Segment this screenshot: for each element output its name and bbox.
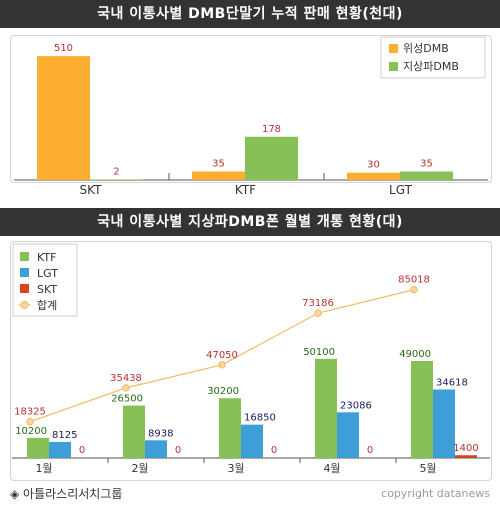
point-total <box>218 361 226 369</box>
data-label-total: 35438 <box>110 373 142 384</box>
data-label-total: 47050 <box>206 350 238 361</box>
legend-box <box>380 36 486 79</box>
bar-lgt-terrestrial <box>400 171 453 180</box>
bar-ktf-terrestrial <box>245 136 298 180</box>
copyright-note: copyright datanews <box>381 487 490 500</box>
bar-lgt-5 <box>433 389 455 458</box>
x-tick-label: 3월 <box>227 462 245 475</box>
x-tick-label: 1월 <box>35 462 53 475</box>
x-tick-label: 2월 <box>131 462 149 475</box>
bar-ktf-5 <box>411 361 433 458</box>
chart1-panel: 510 2 35 178 30 35 위성DMB 지상파DMB <box>10 35 492 183</box>
bar-skt-terrestrial <box>90 179 143 181</box>
legend-label: SKT <box>37 283 57 296</box>
data-label: 8938 <box>148 428 173 439</box>
data-label: 2 <box>113 167 119 178</box>
data-label: 178 <box>262 124 281 135</box>
bar-skt-satellite <box>37 56 90 181</box>
legend-label: 지상파DMB <box>403 60 459 73</box>
bar-ktf-1 <box>27 437 49 458</box>
data-label: 50100 <box>303 347 335 358</box>
legend-swatch <box>20 284 29 293</box>
data-label: 30 <box>367 160 380 171</box>
legend-label: 합계 <box>37 299 57 312</box>
data-label: 1400 <box>453 443 478 454</box>
chart2-panel: 10200 8125 0 26500 8938 0 30200 16850 0 50100 2308… <box>10 241 492 481</box>
data-label: 510 <box>54 43 73 54</box>
legend-swatch <box>20 252 29 261</box>
source-note: ◈ 아틀라스리서치그룹 <box>10 487 123 501</box>
data-label: 10200 <box>15 426 47 437</box>
legend-swatch-marker <box>20 301 29 309</box>
bar-lgt-satellite <box>347 172 400 180</box>
point-total <box>122 384 130 392</box>
point-total <box>26 418 34 426</box>
data-label: 35 <box>212 159 225 170</box>
data-label: 35 <box>420 159 433 170</box>
data-label: 8125 <box>52 430 77 441</box>
legend-swatch <box>389 44 398 53</box>
x-tick-label: 4월 <box>323 462 341 475</box>
point-total <box>410 286 418 294</box>
x-tick-label: KTF <box>234 183 257 197</box>
data-label-total: 85018 <box>398 275 430 286</box>
legend-label: LGT <box>37 267 58 280</box>
data-label: 0 <box>79 445 85 456</box>
data-label: 49000 <box>399 349 431 360</box>
chart2-title: 국내 이통사별 지상파DMB폰 월별 개통 현황(대) <box>0 208 500 236</box>
point-total <box>314 309 322 317</box>
bar-lgt-3 <box>241 424 263 458</box>
data-label: 23086 <box>340 400 372 411</box>
bar-skt-5 <box>455 455 477 458</box>
bar-lgt-1 <box>49 441 71 458</box>
data-label: 34618 <box>436 377 468 388</box>
bar-lgt-4 <box>337 412 359 458</box>
data-label: 30200 <box>207 386 239 397</box>
chart1-svg: 510 2 35 178 30 35 위성DMB 지상파DMB <box>14 36 488 181</box>
data-label-total: 18325 <box>14 407 46 418</box>
legend-label: KTF <box>37 251 56 264</box>
bar-lgt-2 <box>145 440 167 458</box>
legend-swatch <box>20 268 29 277</box>
legend-swatch <box>389 62 398 71</box>
data-label: 0 <box>175 445 181 456</box>
x-tick-label: SKT <box>79 183 102 197</box>
data-label: 16850 <box>244 413 276 424</box>
bar-ktf-2 <box>123 405 145 458</box>
legend-label: 위성DMB <box>403 42 449 55</box>
data-label: 0 <box>271 445 277 456</box>
bar-ktf-satellite <box>192 171 245 180</box>
x-tick-label: 5월 <box>419 462 437 475</box>
bar-ktf-3 <box>219 398 241 458</box>
x-tick-label: LGT <box>389 183 412 197</box>
data-label: 26500 <box>111 394 143 405</box>
data-label: 0 <box>367 445 373 456</box>
chart2-svg: 10200 81250265008938030200168500501002308… <box>12 243 490 463</box>
chart1-title: 국내 이통사별 DMB단말기 누적 판매 현황(천대) <box>0 0 500 28</box>
bar-ktf-4 <box>315 358 337 458</box>
data-label-total: 73186 <box>302 298 334 309</box>
